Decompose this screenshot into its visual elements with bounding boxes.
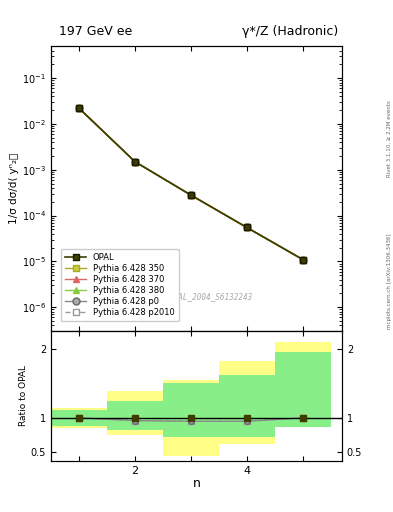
Pythia 6.428 380 xyxy=(244,224,249,230)
Pythia 6.428 370 xyxy=(77,105,81,111)
Pythia 6.428 350 xyxy=(77,105,81,111)
Line: OPAL: OPAL xyxy=(75,105,306,263)
Text: 197 GeV ee: 197 GeV ee xyxy=(59,25,132,38)
Pythia 6.428 p0 xyxy=(77,105,81,111)
X-axis label: n: n xyxy=(193,477,200,490)
Pythia 6.428 p2010 xyxy=(132,159,137,165)
Line: Pythia 6.428 p0: Pythia 6.428 p0 xyxy=(75,105,306,263)
Pythia 6.428 370 xyxy=(132,159,137,165)
Pythia 6.428 370 xyxy=(244,224,249,230)
OPAL xyxy=(189,192,193,198)
Pythia 6.428 380 xyxy=(77,105,81,111)
Y-axis label: Ratio to OPAL: Ratio to OPAL xyxy=(19,366,28,426)
Pythia 6.428 p0 xyxy=(189,192,193,198)
OPAL xyxy=(244,224,249,230)
Pythia 6.428 p2010 xyxy=(300,257,305,263)
Text: γ*/Z (Hadronic): γ*/Z (Hadronic) xyxy=(242,25,338,38)
OPAL xyxy=(77,105,81,111)
Legend: OPAL, Pythia 6.428 350, Pythia 6.428 370, Pythia 6.428 380, Pythia 6.428 p0, Pyt: OPAL, Pythia 6.428 350, Pythia 6.428 370… xyxy=(61,249,179,322)
OPAL xyxy=(132,159,137,165)
Pythia 6.428 350 xyxy=(189,192,193,198)
Text: Rivet 3.1.10, ≥ 2.2M events: Rivet 3.1.10, ≥ 2.2M events xyxy=(387,100,392,177)
Line: Pythia 6.428 350: Pythia 6.428 350 xyxy=(75,105,306,263)
Pythia 6.428 p2010 xyxy=(244,224,249,230)
Pythia 6.428 p0 xyxy=(244,224,249,230)
Line: Pythia 6.428 370: Pythia 6.428 370 xyxy=(75,105,306,263)
Pythia 6.428 370 xyxy=(189,192,193,198)
Line: Pythia 6.428 p2010: Pythia 6.428 p2010 xyxy=(75,105,306,263)
Pythia 6.428 350 xyxy=(132,159,137,165)
Pythia 6.428 380 xyxy=(189,192,193,198)
Pythia 6.428 350 xyxy=(300,257,305,263)
Pythia 6.428 350 xyxy=(244,224,249,230)
Y-axis label: 1/σ dσ/d⟨ yⁿ₂〉: 1/σ dσ/d⟨ yⁿ₂〉 xyxy=(9,153,19,224)
Pythia 6.428 380 xyxy=(300,257,305,263)
Text: mcplots.cern.ch [arXiv:1306.3436]: mcplots.cern.ch [arXiv:1306.3436] xyxy=(387,234,392,329)
Pythia 6.428 370 xyxy=(300,257,305,263)
Pythia 6.428 p0 xyxy=(300,257,305,263)
Pythia 6.428 p2010 xyxy=(77,105,81,111)
OPAL xyxy=(300,257,305,263)
Pythia 6.428 p2010 xyxy=(189,192,193,198)
Line: Pythia 6.428 380: Pythia 6.428 380 xyxy=(75,105,306,263)
Text: OPAL_2004_S6132243: OPAL_2004_S6132243 xyxy=(169,292,253,302)
Pythia 6.428 p0 xyxy=(132,159,137,165)
Pythia 6.428 380 xyxy=(132,159,137,165)
